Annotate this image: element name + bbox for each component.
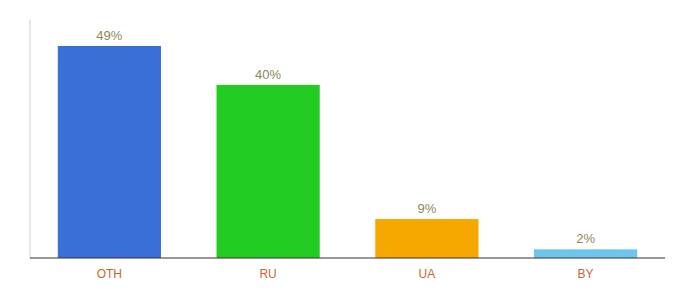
data-label: 2% bbox=[576, 231, 595, 246]
bar bbox=[534, 249, 637, 258]
data-label: 49% bbox=[96, 28, 122, 43]
x-axis-line bbox=[30, 257, 665, 258]
chart: 49% 40% 9% 2% OTH RU UA BY bbox=[0, 0, 680, 300]
data-label: 40% bbox=[255, 67, 281, 82]
x-tick-label: RU bbox=[259, 267, 276, 281]
x-tick-label: BY bbox=[578, 267, 594, 281]
bars bbox=[58, 46, 637, 258]
bar bbox=[217, 85, 320, 258]
chart-container: 49% 40% 9% 2% OTH RU UA BY bbox=[0, 0, 680, 300]
data-label: 9% bbox=[417, 201, 436, 216]
x-tick-label: OTH bbox=[97, 267, 122, 281]
bar bbox=[58, 46, 161, 258]
x-tick-label: UA bbox=[419, 267, 436, 281]
bar bbox=[375, 219, 478, 258]
y-axis-line bbox=[30, 20, 31, 258]
